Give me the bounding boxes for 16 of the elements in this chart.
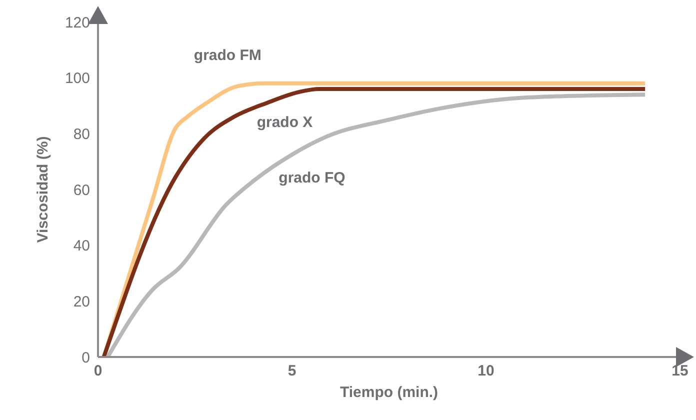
y-tick-label: 100 [64,70,90,88]
y-axis-title: Viscosidad (%) [34,136,52,243]
y-tick-label: 120 [64,14,90,32]
y-tick-label: 40 [73,238,90,255]
x-tick-label: 10 [478,362,494,380]
x-tick-label: 0 [94,362,102,380]
y-tick-label: 80 [73,126,90,143]
x-tick-label: 15 [672,362,688,380]
series-label: grado X [256,114,313,131]
y-tick-label: 0 [82,349,90,366]
series-label: grado FM [194,47,262,64]
x-tick-label: 5 [288,362,296,380]
y-tick-label: 20 [73,293,90,310]
y-tick-label: 60 [73,182,90,199]
series-label: grado FQ [278,170,346,187]
x-axis-title: Tiempo (min.) [340,384,438,401]
